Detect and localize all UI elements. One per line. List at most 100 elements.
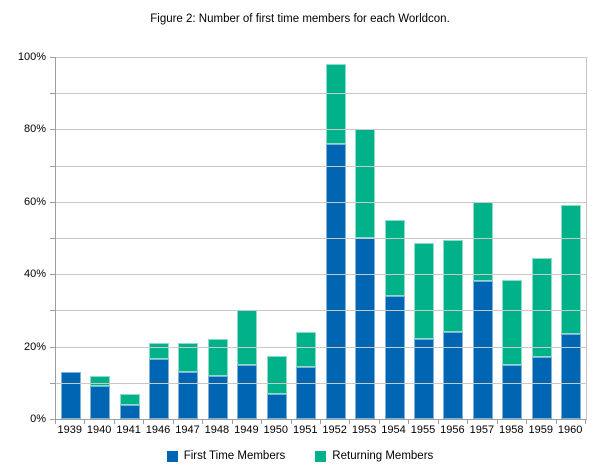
bar-segment-first-time-members-1947 bbox=[178, 371, 199, 419]
y-tick-20 bbox=[50, 346, 55, 348]
bar-segment-first-time-members-1955 bbox=[413, 339, 434, 419]
bar-segment-first-time-members-1959 bbox=[531, 357, 552, 419]
bar-segment-returning-members-1948 bbox=[207, 339, 228, 376]
bar-segment-returning-members-1959 bbox=[531, 257, 552, 358]
x-axis-label-1952: 1952 bbox=[322, 424, 347, 436]
x-tick-8 bbox=[290, 419, 292, 424]
bar-stack-1952 bbox=[325, 57, 346, 419]
x-axis-label-1958: 1958 bbox=[499, 424, 524, 436]
bar-stack-1951 bbox=[296, 57, 317, 419]
gridline-40-percent bbox=[56, 274, 586, 276]
x-tick-18 bbox=[585, 419, 586, 424]
bar-group-1953 bbox=[350, 57, 379, 419]
bar-segment-returning-members-1940 bbox=[90, 375, 111, 387]
bar-group-1955 bbox=[409, 57, 438, 419]
bar-segment-returning-members-1950 bbox=[266, 355, 287, 394]
bar-segment-first-time-members-1950 bbox=[266, 393, 287, 419]
bar-segment-first-time-members-1952 bbox=[325, 143, 346, 419]
bar-segment-first-time-members-1939 bbox=[60, 371, 81, 419]
bar-group-1959 bbox=[527, 57, 556, 419]
x-axis-label-1954: 1954 bbox=[381, 424, 406, 436]
x-axis-label-1953: 1953 bbox=[351, 424, 377, 436]
bars-container bbox=[56, 57, 586, 419]
x-tick-13 bbox=[437, 419, 439, 424]
x-axis-label-1957: 1957 bbox=[469, 424, 495, 436]
bar-segment-first-time-members-1960 bbox=[561, 333, 582, 419]
bar-group-1940 bbox=[85, 57, 114, 419]
gridline-30-percent bbox=[56, 310, 586, 312]
bar-stack-1940 bbox=[90, 57, 111, 419]
x-axis-label-1947: 1947 bbox=[175, 424, 200, 436]
bar-segment-first-time-members-1951 bbox=[296, 366, 317, 419]
gridline-20-percent bbox=[56, 346, 586, 348]
bar-segment-first-time-members-1941 bbox=[119, 404, 140, 419]
x-tick-17 bbox=[555, 419, 557, 424]
gridline-100-percent bbox=[56, 57, 586, 58]
x-axis-label-1951: 1951 bbox=[292, 424, 318, 436]
bar-group-1951 bbox=[292, 57, 321, 419]
legend-swatch-first-time-members bbox=[166, 450, 178, 462]
y-axis: 0% 20% 40% 60% 80% 100% bbox=[0, 51, 55, 425]
bar-segment-returning-members-1951 bbox=[296, 332, 317, 367]
bar-group-1957 bbox=[468, 57, 497, 419]
x-tick-16 bbox=[526, 419, 528, 424]
y-tick-40 bbox=[50, 274, 55, 276]
bar-stack-1953 bbox=[355, 57, 376, 419]
bar-segment-first-time-members-1958 bbox=[502, 364, 523, 419]
x-tick-9 bbox=[320, 419, 321, 424]
bar-stack-1959 bbox=[531, 57, 552, 419]
bar-segment-returning-members-1955 bbox=[413, 243, 434, 340]
y-axis-label: 100% bbox=[17, 51, 46, 63]
x-axis-label-1959: 1959 bbox=[528, 424, 553, 436]
bar-stack-1941 bbox=[119, 57, 140, 419]
x-axis-label-1941: 1941 bbox=[116, 424, 141, 436]
bar-segment-first-time-members-1949 bbox=[237, 364, 258, 419]
gridline-90-percent bbox=[56, 93, 586, 95]
bar-segment-returning-members-1954 bbox=[384, 219, 405, 296]
bar-group-1960 bbox=[556, 57, 585, 419]
y-tick-80 bbox=[50, 129, 55, 131]
x-tick-6 bbox=[231, 419, 233, 424]
x-tick-11 bbox=[378, 419, 380, 424]
x-axis-label-1955: 1955 bbox=[410, 424, 436, 436]
bar-segment-first-time-members-1946 bbox=[149, 359, 170, 419]
x-tick-0 bbox=[55, 419, 56, 424]
gridline-60-percent bbox=[56, 201, 586, 203]
x-axis-label-1950: 1950 bbox=[263, 424, 289, 436]
gridline-10-percent bbox=[56, 382, 586, 384]
legend-swatch-returning-members bbox=[315, 450, 327, 462]
y-tick-90 bbox=[50, 93, 55, 95]
y-tick-30 bbox=[50, 310, 55, 312]
y-axis-label: 80% bbox=[23, 123, 46, 136]
bar-segment-returning-members-1958 bbox=[502, 279, 523, 365]
gridline-80-percent bbox=[56, 129, 586, 131]
x-axis-label-1946: 1946 bbox=[145, 424, 171, 436]
bar-segment-first-time-members-1948 bbox=[207, 375, 228, 419]
x-axis: 1939 1940 1941 1946 1947 1948 1949 1950 1951 1952… bbox=[55, 424, 585, 436]
bar-stack-1958 bbox=[502, 57, 523, 419]
y-axis-label: 0% bbox=[30, 413, 46, 425]
bar-segment-returning-members-1941 bbox=[119, 393, 140, 405]
y-axis-label: 60% bbox=[23, 195, 46, 208]
bar-group-1956 bbox=[439, 57, 468, 419]
y-tick-60 bbox=[50, 201, 55, 203]
x-tick-5 bbox=[202, 419, 204, 424]
y-axis-label: 20% bbox=[23, 340, 46, 353]
x-axis-label-1940: 1940 bbox=[86, 424, 112, 436]
x-tick-4 bbox=[172, 419, 174, 424]
bar-group-1948 bbox=[203, 57, 232, 419]
bar-stack-1950 bbox=[266, 57, 287, 419]
y-tick-0 bbox=[50, 419, 55, 420]
bar-segment-first-time-members-1953 bbox=[355, 238, 376, 419]
x-tick-14 bbox=[467, 419, 469, 424]
x-tick-12 bbox=[408, 419, 410, 424]
bar-stack-1957 bbox=[472, 57, 493, 419]
bar-segment-returning-members-1960 bbox=[561, 205, 582, 334]
chart-title: Figure 2: Number of first time members f… bbox=[150, 13, 450, 25]
x-tick-3 bbox=[143, 419, 145, 424]
legend-label-first-time-members: First Time Members bbox=[183, 450, 286, 462]
x-axis-label-1956: 1956 bbox=[440, 424, 465, 436]
y-tick-70 bbox=[50, 165, 55, 167]
bar-segment-first-time-members-1956 bbox=[443, 332, 464, 419]
